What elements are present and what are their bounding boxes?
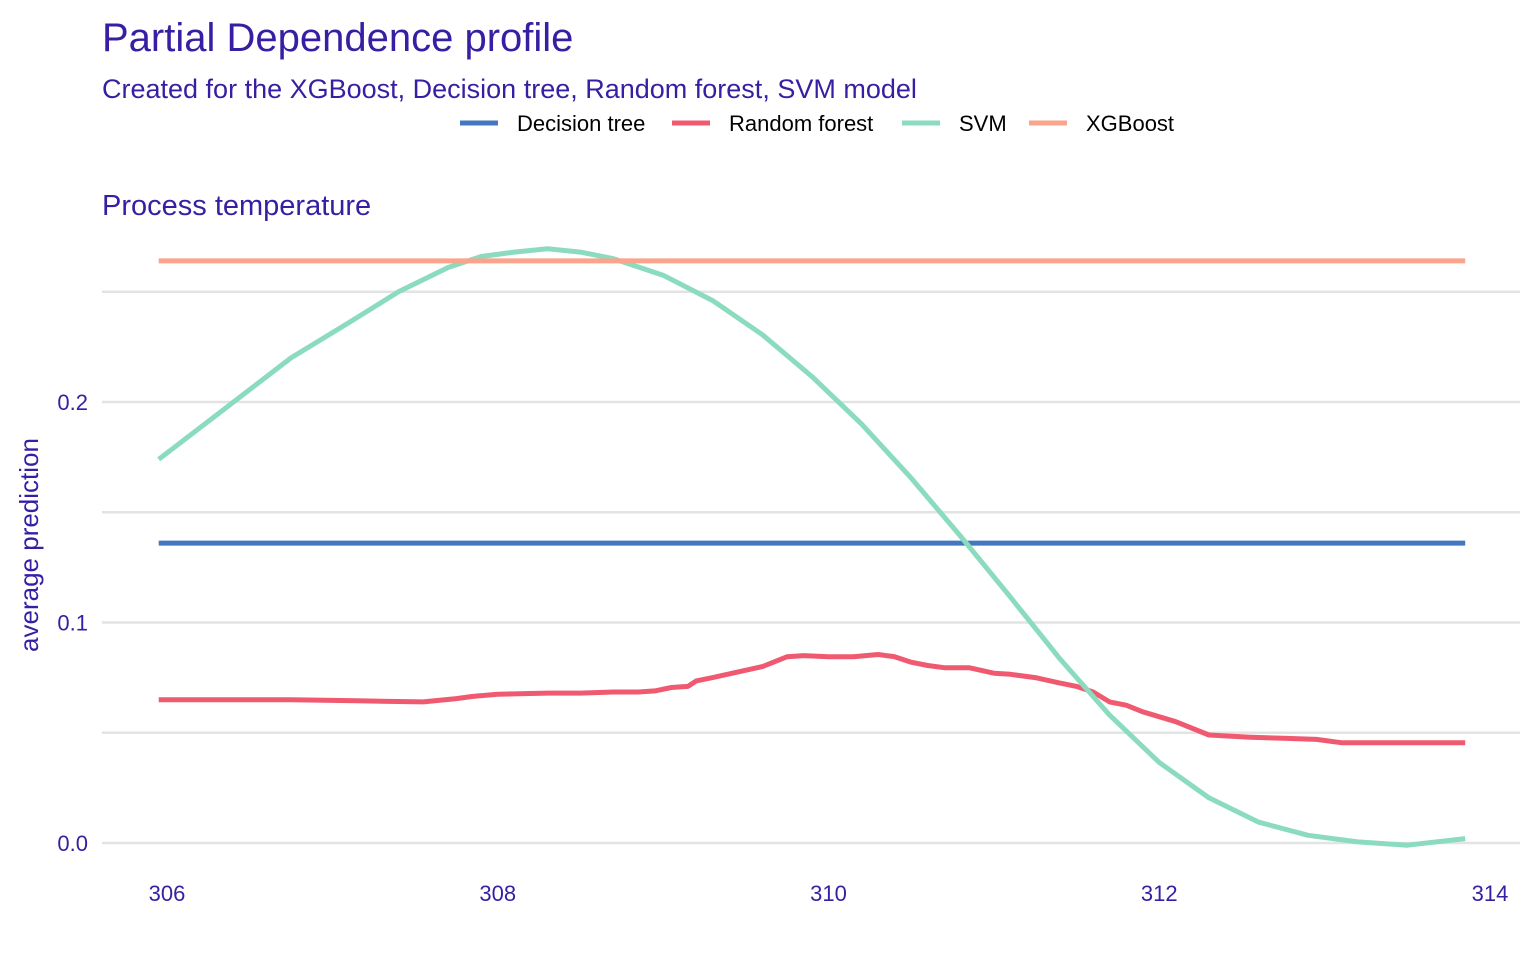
legend-label: Decision tree [517, 111, 645, 136]
y-axis-label: average prediction [14, 438, 44, 652]
legend-label: Random forest [729, 111, 873, 136]
y-tick-label: 0.1 [57, 611, 88, 636]
x-tick-label: 314 [1472, 881, 1509, 906]
gridlines [102, 290, 1520, 845]
x-tick-label: 310 [810, 881, 847, 906]
y-tick-label: 0.0 [57, 831, 88, 856]
x-tick-label: 308 [479, 881, 516, 906]
x-tick-label: 312 [1141, 881, 1178, 906]
series-line-svm [157, 246, 1466, 848]
x-tick-labels: 306 308 310 312 314 [149, 881, 1509, 906]
series-lines [157, 246, 1466, 848]
chart-subtitle: Created for the XGBoost, Decision tree, … [102, 74, 917, 104]
series-line-random-forest [158, 652, 1466, 746]
legend-label: SVM [959, 111, 1007, 136]
y-tick-labels: 0.0 0.1 0.2 [57, 390, 88, 856]
legend-label: XGBoost [1086, 111, 1174, 136]
chart-title: Partial Dependence profile [102, 16, 573, 60]
y-tick-label: 0.2 [57, 390, 88, 415]
facet-label: Process temperature [102, 190, 371, 222]
x-tick-label: 306 [149, 881, 186, 906]
legend: Decision tree Random forest SVM XGBoost [460, 111, 1174, 136]
